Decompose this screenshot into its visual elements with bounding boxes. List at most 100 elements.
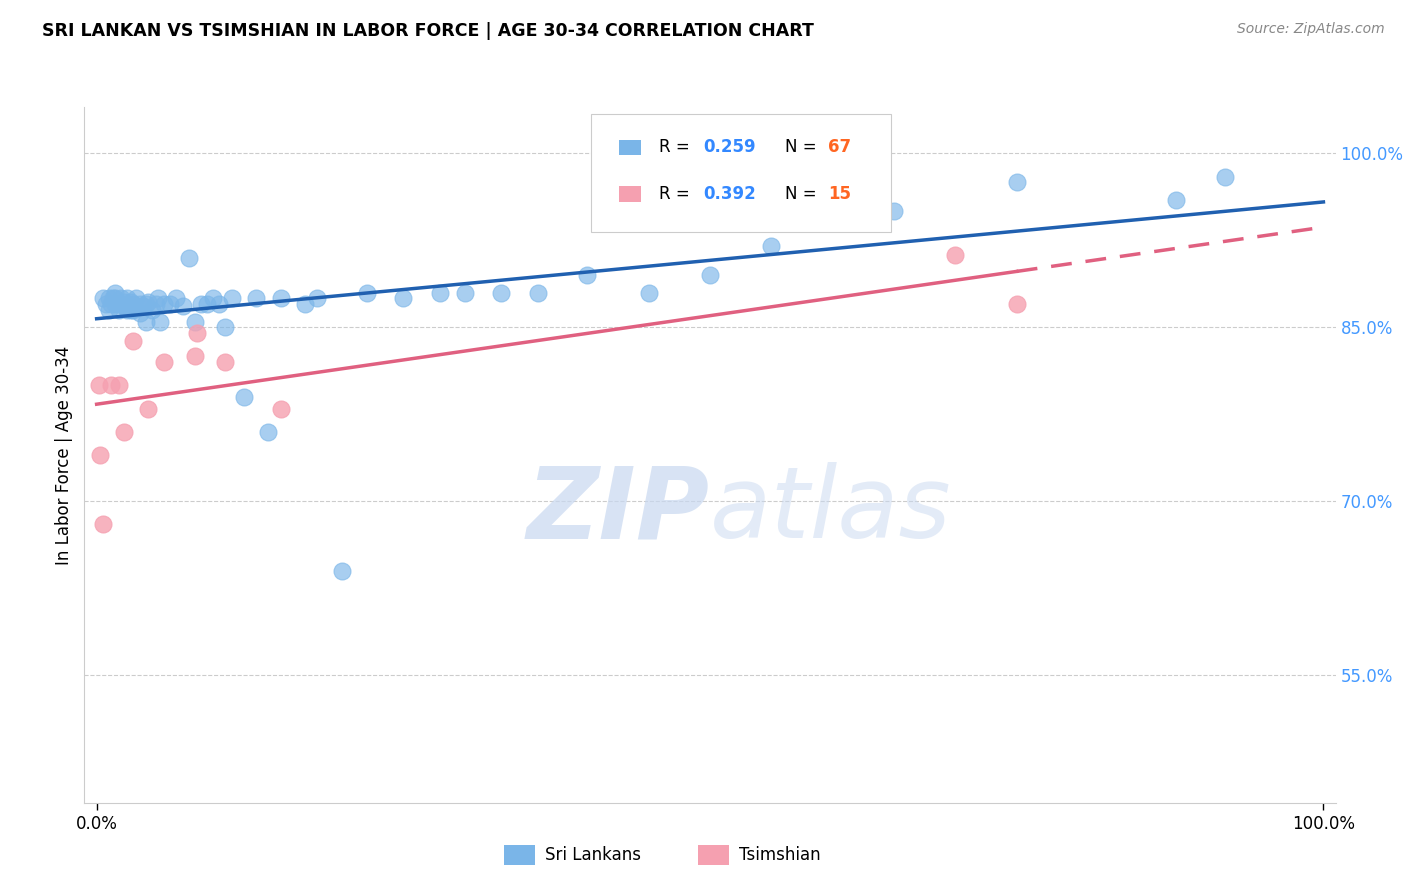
Point [132,300,155,314]
Text: R =: R = [659,138,696,156]
Point [122,334,145,349]
Point [761,239,783,253]
Point [100,297,122,311]
Point [294,297,316,311]
Point [110,297,132,311]
Point [172,300,194,314]
Text: Source: ZipAtlas.com: Source: ZipAtlas.com [1237,22,1385,37]
Point [186,326,208,341]
Point [153,297,176,311]
Point [491,285,513,300]
Point [146,291,169,305]
Point [232,390,254,404]
Point [195,297,218,311]
Text: R =: R = [659,185,696,203]
Point [120,294,142,309]
Point [453,285,475,300]
Point [112,294,135,309]
Point [117,291,139,305]
Point [104,291,127,305]
FancyBboxPatch shape [619,186,641,202]
Text: N =: N = [785,185,821,203]
Point [699,268,721,282]
Point [356,285,378,300]
Point [128,297,150,311]
Point [89,448,111,462]
Point [177,251,200,265]
Text: SRI LANKAN VS TSIMSHIAN IN LABOR FORCE | AGE 30-34 CORRELATION CHART: SRI LANKAN VS TSIMSHIAN IN LABOR FORCE |… [42,22,814,40]
Point [883,204,905,219]
Point [120,303,142,318]
Point [122,297,145,311]
Point [945,248,967,262]
Point [97,291,120,305]
Point [87,378,110,392]
Point [125,291,148,305]
FancyBboxPatch shape [503,845,534,865]
Point [110,297,132,311]
Point [128,306,150,320]
Point [112,425,135,439]
Point [104,285,127,300]
Point [110,291,132,305]
Point [214,355,236,369]
Text: 67: 67 [828,138,852,156]
Text: N =: N = [785,138,821,156]
Text: 0.259: 0.259 [703,138,756,156]
Point [100,378,122,392]
Point [190,297,212,311]
Point [1005,175,1028,190]
Point [208,297,231,311]
Point [202,291,225,305]
Point [214,320,236,334]
Point [117,303,139,318]
Point [1213,169,1236,184]
Point [576,268,599,282]
Point [101,291,124,305]
Point [159,297,181,311]
Text: Tsimshian: Tsimshian [738,846,821,864]
Point [184,315,207,329]
Text: 15: 15 [828,185,852,203]
Point [122,303,145,318]
Point [107,378,129,392]
Text: ZIP: ZIP [527,462,710,559]
Text: atlas: atlas [710,462,952,559]
Point [153,355,176,369]
Point [527,285,550,300]
Text: 0.392: 0.392 [703,185,756,203]
Point [141,303,163,318]
Point [104,297,127,311]
Y-axis label: In Labor Force | Age 30-34: In Labor Force | Age 30-34 [55,345,73,565]
Point [107,297,129,311]
FancyBboxPatch shape [697,845,728,865]
Point [429,285,451,300]
Point [221,291,243,305]
Point [112,300,135,314]
Point [91,517,114,532]
Point [136,294,159,309]
Point [270,401,292,416]
FancyBboxPatch shape [591,114,891,232]
Point [107,303,129,318]
Point [97,303,120,318]
Text: Sri Lankans: Sri Lankans [546,846,641,864]
Point [135,297,157,311]
Point [165,291,187,305]
Point [117,297,139,311]
Point [1166,193,1188,207]
FancyBboxPatch shape [619,140,641,155]
Point [1005,297,1028,311]
Point [270,291,292,305]
Point [145,297,167,311]
Point [637,285,659,300]
Point [330,564,353,578]
Point [184,350,207,364]
Point [392,291,415,305]
Point [245,291,267,305]
Point [91,291,114,305]
Point [307,291,329,305]
Point [135,315,157,329]
Point [136,401,159,416]
Point [257,425,280,439]
